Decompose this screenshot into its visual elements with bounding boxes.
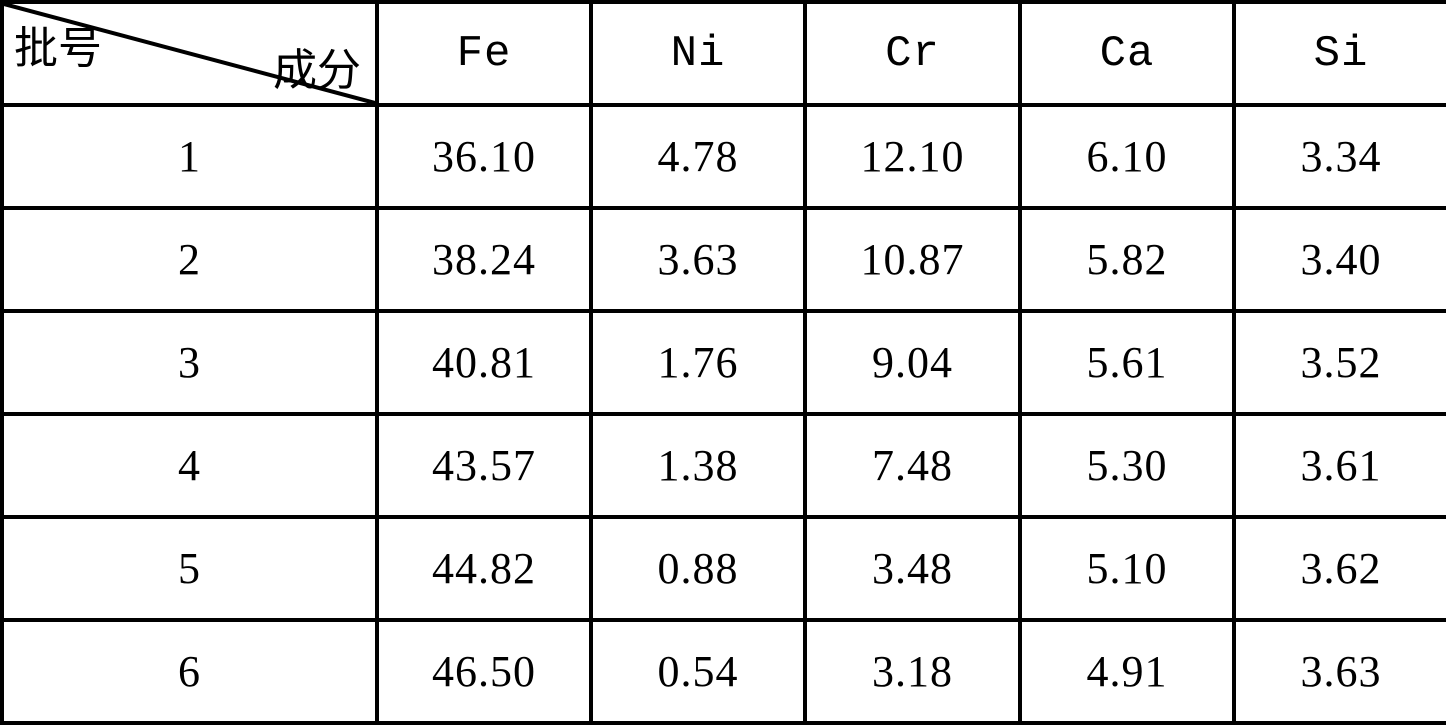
value-cell: 0.54 [591, 620, 805, 723]
col-header-si: Si [1234, 2, 1446, 105]
value-cell: 1.76 [591, 311, 805, 414]
col-header-ni: Ni [591, 2, 805, 105]
value-cell: 12.10 [805, 105, 1020, 208]
table-header-row: 批号 成分 Fe Ni Cr Ca Si [2, 2, 1446, 105]
value-cell: 3.63 [1234, 620, 1446, 723]
value-cell: 38.24 [377, 208, 591, 311]
value-cell: 5.10 [1020, 517, 1234, 620]
table-row: 2 38.24 3.63 10.87 5.82 3.40 [2, 208, 1446, 311]
table-row: 5 44.82 0.88 3.48 5.10 3.62 [2, 517, 1446, 620]
col-header-ca: Ca [1020, 2, 1234, 105]
value-cell: 3.48 [805, 517, 1020, 620]
value-cell: 7.48 [805, 414, 1020, 517]
value-cell: 10.87 [805, 208, 1020, 311]
value-cell: 5.30 [1020, 414, 1234, 517]
diag-left-label: 批号 [14, 12, 102, 76]
value-cell: 36.10 [377, 105, 591, 208]
table-row: 4 43.57 1.38 7.48 5.30 3.61 [2, 414, 1446, 517]
value-cell: 3.62 [1234, 517, 1446, 620]
value-cell: 3.40 [1234, 208, 1446, 311]
batch-cell: 5 [2, 517, 377, 620]
col-header-fe: Fe [377, 2, 591, 105]
value-cell: 40.81 [377, 311, 591, 414]
value-cell: 4.91 [1020, 620, 1234, 723]
value-cell: 43.57 [377, 414, 591, 517]
value-cell: 44.82 [377, 517, 591, 620]
value-cell: 3.63 [591, 208, 805, 311]
table-row: 1 36.10 4.78 12.10 6.10 3.34 [2, 105, 1446, 208]
value-cell: 9.04 [805, 311, 1020, 414]
value-cell: 3.61 [1234, 414, 1446, 517]
value-cell: 3.52 [1234, 311, 1446, 414]
batch-cell: 6 [2, 620, 377, 723]
batch-cell: 1 [2, 105, 377, 208]
batch-cell: 4 [2, 414, 377, 517]
value-cell: 46.50 [377, 620, 591, 723]
table-row: 6 46.50 0.54 3.18 4.91 3.63 [2, 620, 1446, 723]
value-cell: 1.38 [591, 414, 805, 517]
value-cell: 3.18 [805, 620, 1020, 723]
composition-table: 批号 成分 Fe Ni Cr Ca Si 1 36.10 4.78 12.10 … [0, 0, 1446, 725]
diag-right-label: 成分 [273, 34, 361, 98]
diagonal-header-cell: 批号 成分 [2, 2, 377, 105]
batch-cell: 3 [2, 311, 377, 414]
value-cell: 3.34 [1234, 105, 1446, 208]
batch-cell: 2 [2, 208, 377, 311]
table-row: 3 40.81 1.76 9.04 5.61 3.52 [2, 311, 1446, 414]
value-cell: 5.82 [1020, 208, 1234, 311]
value-cell: 0.88 [591, 517, 805, 620]
value-cell: 6.10 [1020, 105, 1234, 208]
value-cell: 5.61 [1020, 311, 1234, 414]
value-cell: 4.78 [591, 105, 805, 208]
col-header-cr: Cr [805, 2, 1020, 105]
